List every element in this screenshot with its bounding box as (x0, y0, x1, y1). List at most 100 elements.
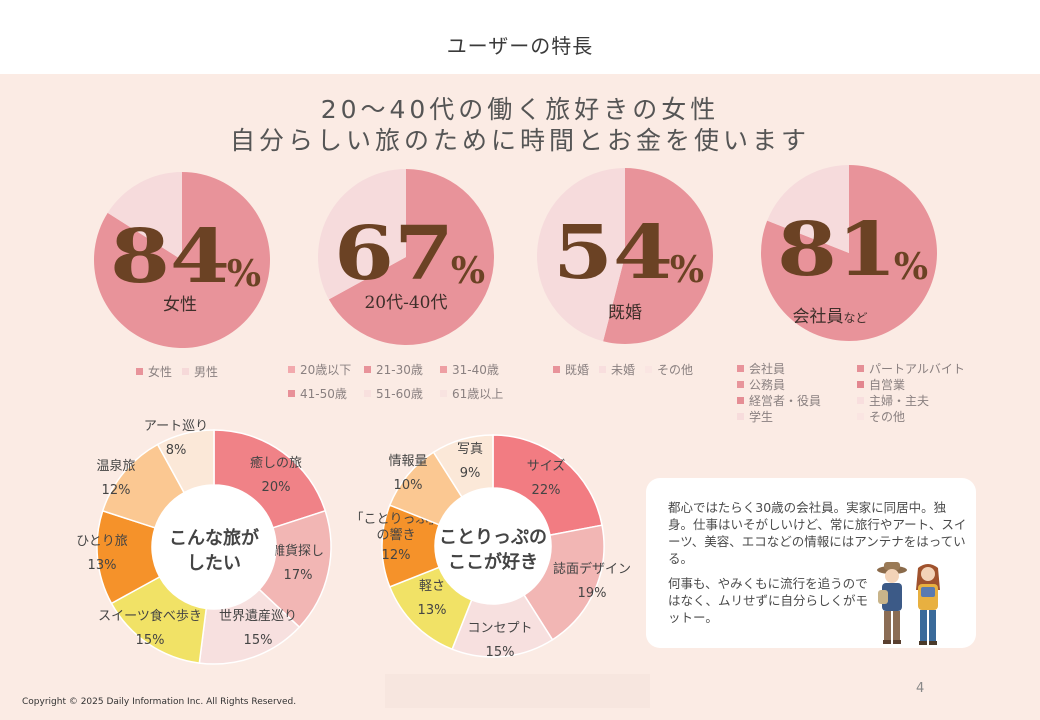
slice-value-label: 19% (578, 586, 607, 601)
slice-category-label: サイズ (527, 458, 566, 474)
slice-category-label: 癒しの旅 (250, 455, 302, 471)
legend-item: パートアルバイト (857, 361, 965, 377)
slice-value-label: 13% (88, 558, 117, 573)
slice-category-label: ひとり旅 (76, 534, 128, 549)
legend-swatch (553, 366, 560, 373)
slice-value-label: 13% (418, 603, 447, 618)
legend-item: 31-40歳 (440, 362, 499, 378)
big-percentage: 84 (110, 214, 230, 300)
slice-value-label: 12% (102, 483, 131, 498)
slice-category-label: 世界遺産巡り (219, 608, 297, 624)
legend-item: 男性 (182, 364, 218, 380)
slice-category-label: アート巡り (144, 419, 208, 434)
slice-value-label: 12% (382, 548, 411, 563)
persona-motto: 何事も、やみくもに流行を追うのではなく、ムリせずに自分らしくがモットー。 (668, 576, 869, 625)
legend-swatch (737, 397, 744, 404)
legend-item: 会社員 (737, 361, 785, 377)
slice-category-label: スイーツ食べ歩き (98, 608, 202, 624)
slice-category-label: の響き (376, 527, 415, 543)
pie-sublabel: など (843, 311, 867, 325)
slice-category-label: 誌面デザイン (553, 561, 631, 577)
pie-slice (603, 168, 713, 345)
legend-swatch (857, 397, 864, 404)
slice-category-label: コンセプト (467, 621, 532, 636)
legend-item: 未婚 (599, 362, 635, 378)
legend-swatch (288, 366, 295, 373)
legend-swatch (737, 365, 744, 372)
pie-label: 既婚 (608, 303, 642, 323)
legend-swatch (857, 381, 864, 388)
legend-swatch (182, 368, 189, 375)
pie-label: 20代-40代 (364, 293, 447, 313)
legend-item: 21-30歳 (364, 362, 423, 378)
legend-item: 41-50歳 (288, 386, 347, 402)
donut-slice (156, 429, 215, 494)
donut-hole (435, 488, 551, 604)
travelers-illustration (877, 562, 940, 645)
page-title: ユーザーの特長 (446, 34, 594, 58)
legend-item: 主婦・主夫 (857, 393, 929, 409)
donut-hole (152, 485, 276, 609)
legend-swatch (288, 390, 295, 397)
slice-value-label: 17% (284, 568, 313, 583)
pie-label: 会社員など (792, 307, 867, 327)
big-percentage: 67 (334, 211, 454, 297)
bottom-band (385, 674, 650, 708)
legend-item: 61歳以上 (440, 386, 503, 402)
slice-category-label: 写真 (457, 442, 483, 457)
slice-category-label: 温泉旅 (96, 458, 135, 474)
big-percentage: 81 (777, 207, 897, 293)
headline-line-2: 自分らしい旅のために時間とお金を使います (229, 126, 810, 155)
legend-swatch (857, 365, 864, 372)
legend-item: その他 (645, 362, 693, 378)
pie-slice (107, 172, 182, 260)
legend-swatch (440, 390, 447, 397)
slice-value-label: 20% (262, 480, 291, 495)
slice-value-label: 10% (394, 478, 423, 493)
legend-item: 既婚 (553, 362, 589, 378)
page-number: 4 (916, 681, 925, 696)
legend-swatch (364, 366, 371, 373)
legend-swatch (857, 413, 864, 420)
persona-card: 都心ではたらく30歳の会社員。実家に同居中。独身。仕事はいそがしいけど、常に旅行… (646, 478, 976, 648)
slice-value-label: 22% (532, 483, 561, 498)
big-percentage: 54 (553, 210, 673, 296)
donut-center-title: ことりっぷの (439, 527, 547, 548)
donut-center-title: したい (187, 553, 241, 574)
legend-item: 自営業 (857, 377, 905, 393)
legend-swatch (645, 366, 652, 373)
slice-value-label: 8% (166, 443, 187, 458)
slice-value-label: 15% (486, 645, 515, 660)
donut-center-title: ここが好き (448, 551, 538, 573)
percent-sign: % (670, 249, 704, 291)
copyright: Copyright © 2025 Daily Information Inc. … (22, 697, 297, 707)
slice-value-label: 15% (136, 633, 165, 648)
legend-swatch (737, 413, 744, 420)
legend-item: 公務員 (737, 377, 785, 393)
legend-swatch (599, 366, 606, 373)
legend-swatch (737, 381, 744, 388)
slice-category-label: 情報量 (388, 454, 427, 469)
pie-label: 女性 (163, 295, 197, 315)
legend-swatch (364, 390, 371, 397)
legend-item: その他 (857, 409, 905, 425)
headline-line-1: 20～40代の働く旅好きの女性 (320, 95, 720, 124)
persona-description: 都心ではたらく30歳の会社員。実家に同居中。独身。仕事はいそがしいけど、常に旅行… (668, 500, 967, 566)
slice-value-label: 15% (244, 633, 273, 648)
legend-item: 女性 (136, 364, 172, 380)
legend-swatch (136, 368, 143, 375)
legend-item: 20歳以下 (288, 362, 351, 378)
slice-category-label: 軽さ (419, 579, 445, 594)
pie-slice (767, 165, 849, 253)
legend-swatch (440, 366, 447, 373)
slice-category-label: 雑貨探し (272, 543, 324, 559)
percent-sign: % (894, 246, 928, 288)
slice-value-label: 9% (460, 466, 481, 481)
legend-item: 51-60歳 (364, 386, 423, 402)
pie-slice (328, 169, 494, 345)
percent-sign: % (227, 253, 261, 295)
legend-item: 経営者・役員 (737, 393, 821, 409)
pie-slice (317, 169, 406, 300)
legend-item: 学生 (737, 409, 773, 425)
